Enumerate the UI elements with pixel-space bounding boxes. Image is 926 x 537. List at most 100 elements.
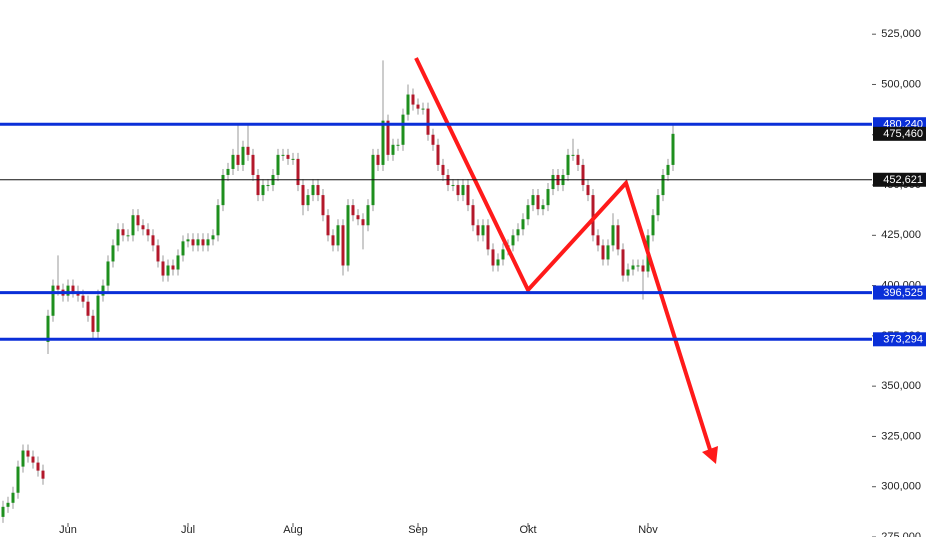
candle-body (461, 185, 465, 196)
candle-body (1, 506, 5, 517)
candle-body (16, 466, 20, 493)
y-tick-label: 350,000 (881, 380, 921, 392)
candle-body (201, 239, 205, 246)
candle-body (341, 225, 345, 266)
candle-body (136, 215, 140, 226)
candle-body (546, 189, 550, 206)
candle-body (566, 154, 570, 175)
candle-body (246, 146, 250, 155)
candle-body (116, 229, 120, 246)
candle-body (241, 146, 245, 165)
candle-body (581, 164, 585, 186)
candle-body (456, 185, 460, 196)
candle-body (356, 215, 360, 220)
candle-body (521, 219, 525, 230)
price-box (873, 126, 926, 141)
candle-body (601, 245, 605, 260)
zigzag-arrow (414, 57, 714, 457)
candle-body (276, 154, 280, 175)
y-tick-label: 525,000 (881, 28, 921, 40)
candle-body (401, 114, 405, 145)
candle-body (191, 239, 195, 246)
candle-body (41, 470, 45, 479)
candle-body (131, 215, 135, 236)
candle-body (121, 229, 125, 236)
arrow-head (702, 446, 718, 464)
candle-body (496, 259, 500, 266)
candle-body (551, 174, 555, 190)
candle-body (656, 195, 660, 216)
candle-body (141, 225, 145, 230)
candle-body (436, 144, 440, 165)
candle-body (366, 205, 370, 226)
candle-body (86, 301, 90, 316)
candle-body (256, 174, 260, 196)
candle-body (441, 164, 445, 175)
candle-body (541, 205, 545, 210)
price-box (873, 285, 926, 300)
candle-body (181, 241, 185, 256)
candle-body (176, 255, 180, 270)
levels: 480,240 452,621 396,525 373,294 475,460 (0, 117, 926, 347)
candle-body (486, 225, 490, 250)
candle-body (351, 205, 355, 216)
candle-body (471, 205, 475, 226)
candle-body (51, 285, 55, 316)
candle-body (6, 502, 10, 507)
y-tick-label: 425,000 (881, 229, 921, 241)
candle-body (126, 235, 130, 237)
candle-body (26, 450, 30, 457)
candle-body (316, 185, 320, 196)
candle-body (571, 154, 575, 156)
candle-body (146, 229, 150, 236)
candle-body (611, 225, 615, 246)
price-label: 475,460 (883, 128, 923, 140)
candle-body (536, 195, 540, 210)
price-box (873, 332, 926, 347)
candle-body (291, 158, 295, 160)
candle-body (636, 265, 640, 267)
candle-body (666, 164, 670, 175)
candle-body (211, 235, 215, 240)
candle-body (386, 120, 390, 155)
candle-body (296, 158, 300, 186)
candle-body (606, 245, 610, 260)
price-box (873, 172, 926, 187)
candle-body (576, 154, 580, 165)
candle-body (331, 235, 335, 246)
candle-body (381, 120, 385, 165)
candle-body (336, 225, 340, 246)
candles (1, 60, 675, 523)
candle-body (56, 285, 60, 290)
candle-body (661, 174, 665, 196)
candle-body (251, 154, 255, 175)
candle-body (451, 185, 455, 187)
x-tick-label: Sep (408, 524, 428, 536)
candle-body (206, 239, 210, 246)
candle-body (106, 261, 110, 286)
candle-body (411, 94, 415, 105)
candle-body (651, 215, 655, 236)
candle-body (481, 225, 485, 236)
candle-body (511, 235, 515, 246)
candle-body (216, 205, 220, 236)
y-tick-label: 500,000 (881, 78, 921, 90)
candle-body (671, 133, 675, 165)
candle-body (311, 185, 315, 196)
candle-body (301, 185, 305, 206)
candle-body (586, 185, 590, 196)
candle-body (306, 195, 310, 206)
candle-body (426, 108, 430, 135)
candle-body (596, 235, 600, 246)
candle-body (621, 249, 625, 276)
y-tick-label: 325,000 (881, 430, 921, 442)
candle-body (81, 295, 85, 302)
candle-body (491, 249, 495, 266)
candle-body (346, 205, 350, 266)
candle-body (466, 185, 470, 206)
candle-body (36, 462, 40, 471)
candle-body (11, 492, 15, 503)
candle-body (631, 265, 635, 270)
candle-body (591, 195, 595, 236)
candle-body (626, 269, 630, 276)
